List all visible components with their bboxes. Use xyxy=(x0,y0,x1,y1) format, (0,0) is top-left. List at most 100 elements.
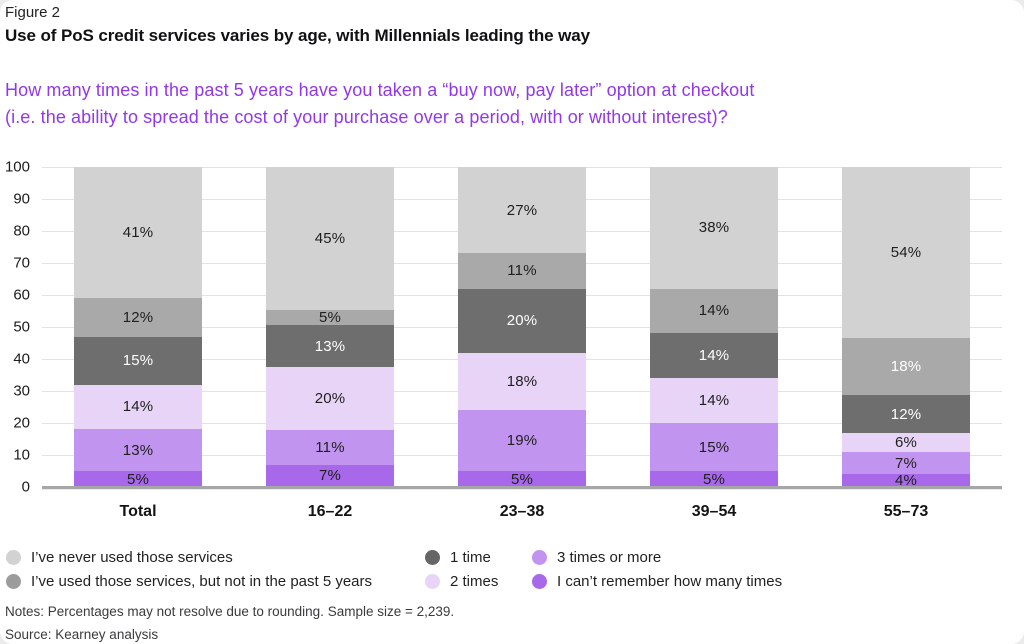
bar-segment: 5% xyxy=(266,308,394,326)
bar-segment: 27% xyxy=(458,167,586,254)
bar-segment: 12% xyxy=(74,298,202,337)
segment-label: 5% xyxy=(126,470,150,488)
segment-label: 13% xyxy=(314,337,346,355)
bar-segment: 45% xyxy=(266,167,394,310)
figure-title: Use of PoS credit services varies by age… xyxy=(5,26,590,45)
segment-label: 11% xyxy=(507,262,537,280)
segment-label: 11% xyxy=(315,438,345,456)
segment-label: 6% xyxy=(894,434,918,452)
legend-color-swatch xyxy=(425,573,440,589)
segment-label: 38% xyxy=(698,219,730,237)
y-tick-label: 50 xyxy=(13,318,30,336)
legend-label: 2 times xyxy=(450,572,499,590)
segment-label: 20% xyxy=(506,312,538,330)
segment-label: 18% xyxy=(506,372,538,390)
chart-source: Source: Kearney analysis xyxy=(5,627,159,642)
segment-label: 18% xyxy=(890,358,922,376)
segment-label: 5% xyxy=(318,308,342,326)
x-axis-label: 39–54 xyxy=(691,503,737,520)
bar-segment: 11% xyxy=(458,253,586,289)
bar-segment: 5% xyxy=(458,470,586,488)
bar-segment: 13% xyxy=(266,325,394,367)
bar-segment: 7% xyxy=(842,452,970,475)
segment-label: 5% xyxy=(510,470,534,488)
bar-segment: 20% xyxy=(266,366,394,430)
bar-segment: 5% xyxy=(650,470,778,488)
segment-label: 7% xyxy=(894,454,918,472)
segment-label: 19% xyxy=(506,432,538,450)
legend-label: 3 times or more xyxy=(557,548,662,566)
y-tick-label: 70 xyxy=(13,254,30,272)
segment-label: 12% xyxy=(890,405,922,423)
bar-segment: 15% xyxy=(650,423,778,471)
survey-question-line2: (i.e. the ability to spread the cost of … xyxy=(5,107,728,127)
y-tick-label: 90 xyxy=(13,190,30,208)
legend-item: 2 times xyxy=(425,572,532,590)
segment-label: 15% xyxy=(122,352,154,370)
x-axis-label: 55–73 xyxy=(883,503,929,520)
y-tick-label: 80 xyxy=(13,222,30,240)
bar-segment: 14% xyxy=(650,333,778,379)
survey-question-line1: How many times in the past 5 years have … xyxy=(5,80,755,100)
y-tick-label: 60 xyxy=(13,286,30,304)
bar-segment: 14% xyxy=(74,384,202,430)
segment-label: 41% xyxy=(122,224,154,242)
bar-segment: 14% xyxy=(650,288,778,334)
legend-item: I’ve never used those services xyxy=(6,548,425,566)
figure-label: Figure 2 xyxy=(5,4,61,21)
segment-label: 5% xyxy=(702,470,726,488)
y-tick-label: 20 xyxy=(13,414,30,432)
segment-label: 13% xyxy=(122,441,154,459)
y-tick-label: 30 xyxy=(13,382,30,400)
legend-color-swatch xyxy=(532,549,547,565)
legend-item: I’ve used those services, but not in the… xyxy=(6,572,425,590)
segment-label: 4% xyxy=(894,472,918,490)
legend-item: 1 time xyxy=(425,548,532,566)
y-tick-label: 10 xyxy=(13,446,30,464)
bar-segment: 12% xyxy=(842,395,970,434)
bar-segment: 15% xyxy=(74,336,202,385)
legend-color-swatch xyxy=(6,573,21,589)
segment-label: 12% xyxy=(122,308,154,326)
y-tick-label: 40 xyxy=(13,350,30,368)
segment-label: 45% xyxy=(314,229,346,247)
segment-label: 14% xyxy=(698,392,730,410)
bar-segment: 5% xyxy=(74,470,202,488)
bar-segment: 13% xyxy=(74,429,202,471)
bar-segment: 4% xyxy=(842,472,970,490)
segment-label: 14% xyxy=(698,302,730,320)
legend-label: I’ve used those services, but not in the… xyxy=(31,572,373,590)
bar-segment: 18% xyxy=(842,338,970,396)
bar-segment: 54% xyxy=(842,167,970,339)
chart-legend: I’ve never used those services 1 time 3 ti… xyxy=(6,548,783,590)
x-axis-label: 23–38 xyxy=(499,503,545,520)
bar-segment: 11% xyxy=(266,429,394,465)
legend-item: I can’t remember how many times xyxy=(532,572,783,590)
segment-label: 7% xyxy=(318,467,342,485)
legend-color-swatch xyxy=(6,549,21,565)
bar-segment: 7% xyxy=(266,464,394,487)
bar-segment: 6% xyxy=(842,433,970,453)
bar-segment: 18% xyxy=(458,352,586,411)
bar-segment: 14% xyxy=(650,378,778,423)
legend-label: I can’t remember how many times xyxy=(557,572,783,590)
x-axis-label: 16–22 xyxy=(307,503,353,520)
legend-label: 1 time xyxy=(450,548,491,566)
legend-item: 3 times or more xyxy=(532,548,782,566)
segment-label: 14% xyxy=(122,398,154,416)
survey-question: How many times in the past 5 years have … xyxy=(5,77,755,131)
chart-notes: Notes: Percentages may not resolve due t… xyxy=(5,604,455,619)
segment-label: 20% xyxy=(314,389,346,407)
segment-label: 54% xyxy=(890,244,922,262)
segment-label: 14% xyxy=(698,347,730,365)
bar-segment: 20% xyxy=(458,288,586,353)
segment-label: 27% xyxy=(506,201,538,219)
y-tick-label: 0 xyxy=(21,478,30,496)
legend-label: I’ve never used those services xyxy=(31,548,233,566)
segment-label: 15% xyxy=(698,438,730,456)
x-axis-line xyxy=(42,486,1002,489)
y-tick-label: 100 xyxy=(4,158,30,176)
bar-segment: 41% xyxy=(74,167,202,299)
legend-color-swatch xyxy=(425,549,440,565)
